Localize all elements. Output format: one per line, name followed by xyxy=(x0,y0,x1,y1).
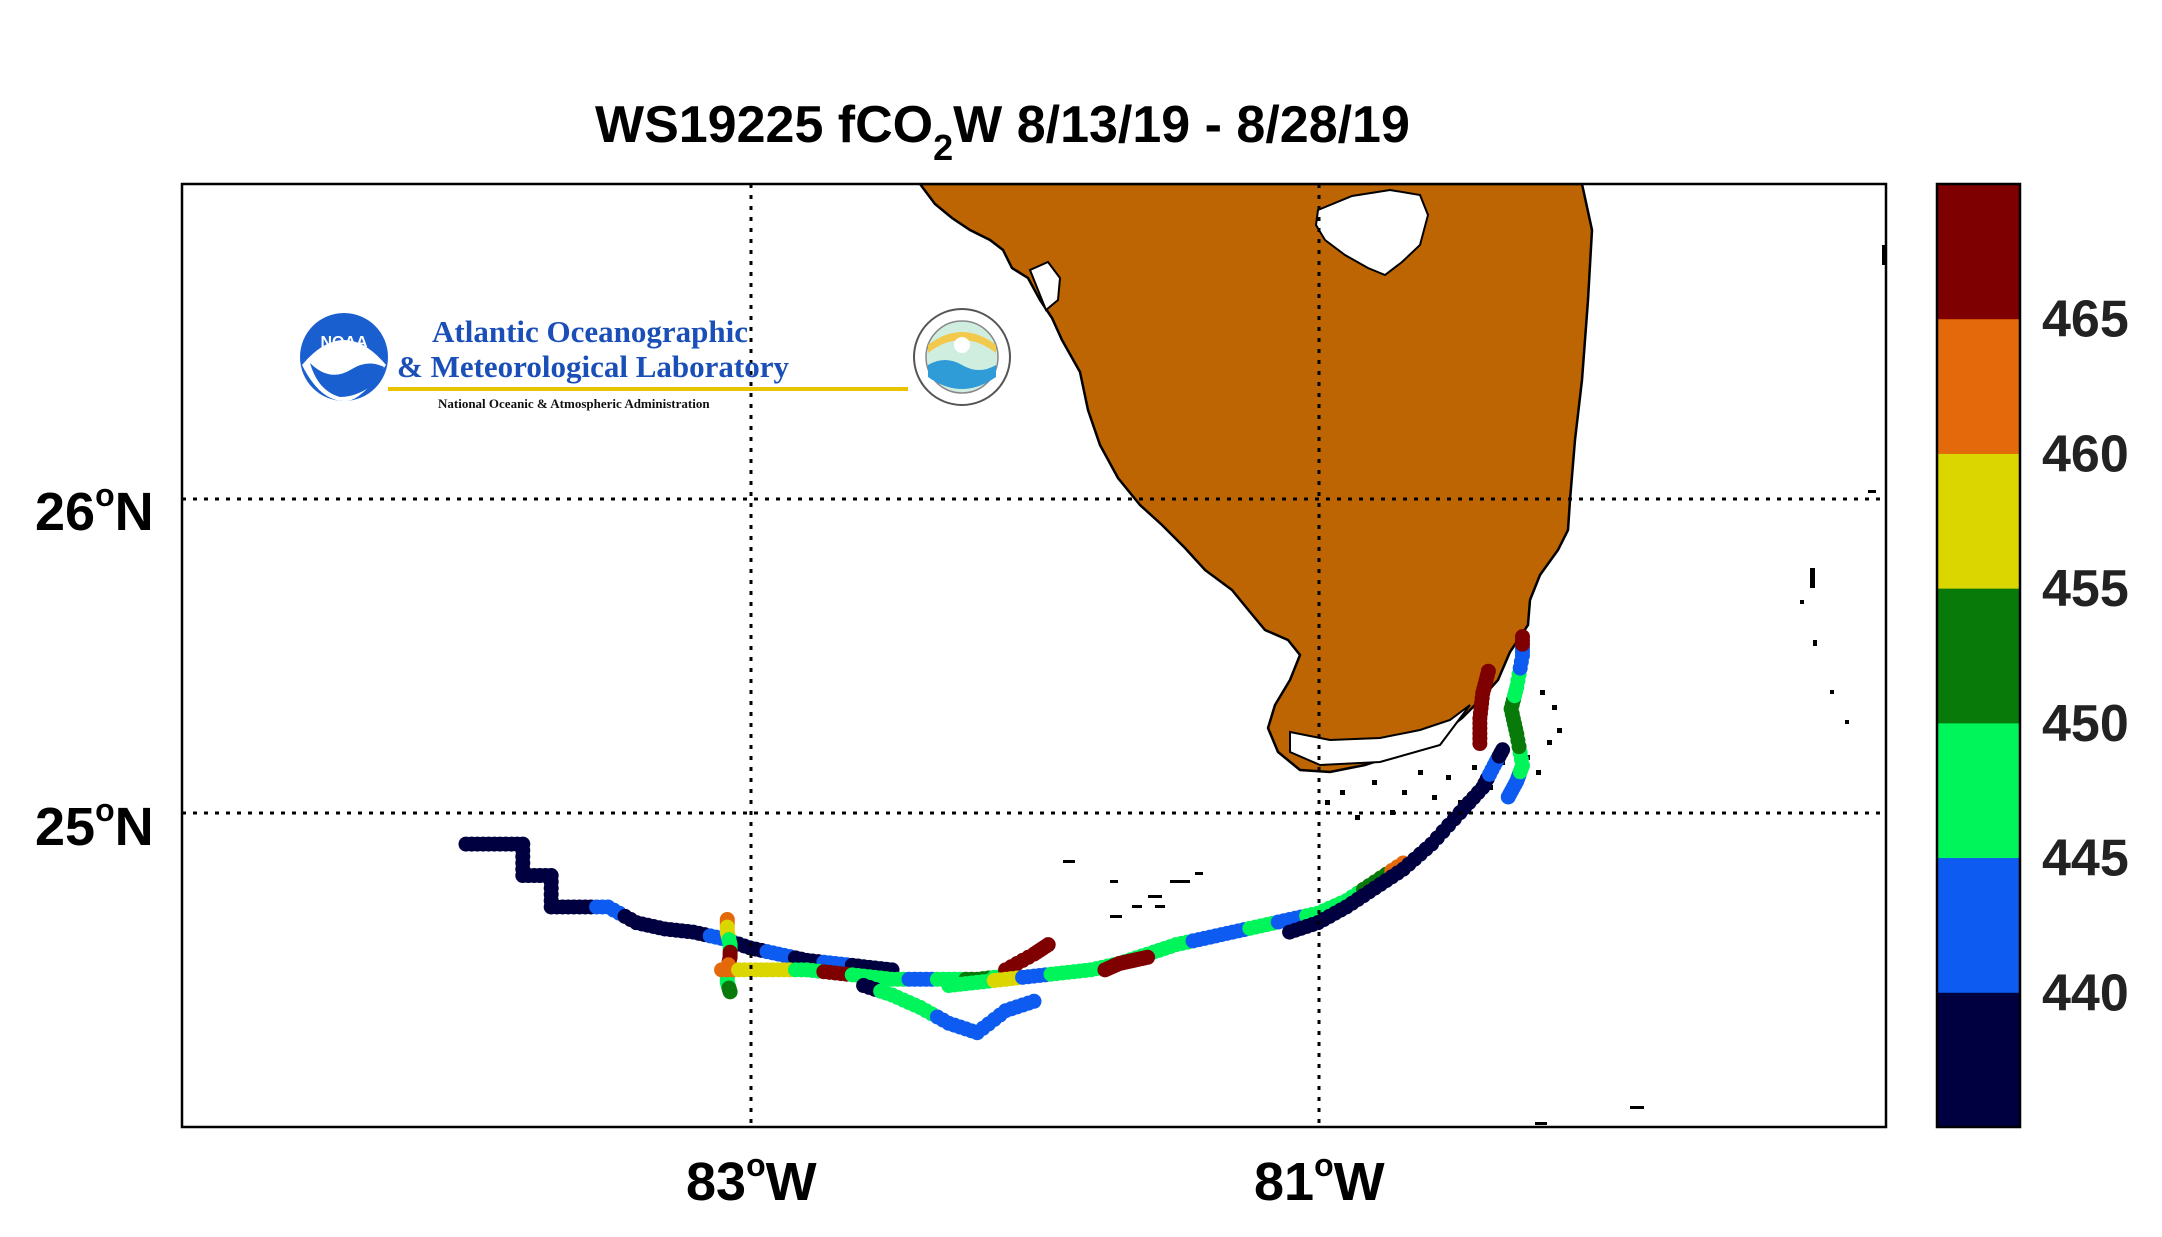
florida-bay xyxy=(1289,704,1471,767)
logo-line-3: National Oceanic & Atmospheric Administr… xyxy=(438,396,710,411)
logo-line-2: & Meteorological Laboratory xyxy=(397,349,789,384)
colorbar-swatch xyxy=(1937,453,2020,589)
charlotte-harbor xyxy=(1028,260,1062,312)
aoml-logo: NOAA Atlantic Oceanographic & Meteorolog… xyxy=(300,308,1011,411)
colorbar: 440 445 450 455 460 465 xyxy=(1935,182,2129,1129)
noaa-badge-text: NOAA xyxy=(320,334,368,351)
lat-label-26n: 26oN xyxy=(35,477,154,542)
track-point xyxy=(1495,742,1511,758)
track-point xyxy=(1514,629,1530,645)
logo-line-1: Atlantic Oceanographic xyxy=(432,314,748,349)
colorbar-swatches xyxy=(1937,184,2020,1128)
florida-mainland xyxy=(918,184,1594,774)
latitude-labels: 26oN 25oN xyxy=(35,477,154,857)
colorbar-frame xyxy=(1935,182,2022,1129)
lat-label-25n: 25oN xyxy=(35,792,154,857)
noaa-emblem-icon: NOAA xyxy=(300,313,388,402)
colorbar-tick-labels: 440 445 450 455 460 465 xyxy=(2042,291,2129,1023)
graticule xyxy=(182,184,1886,1127)
colorbar-tick-label: 455 xyxy=(2042,560,2129,618)
lon-label-83w: 83oW xyxy=(686,1147,817,1212)
map-title-subscript: 2 xyxy=(933,127,953,168)
logo-underline xyxy=(388,387,908,391)
colorbar-tick-label: 450 xyxy=(2042,695,2129,753)
colorbar-swatch xyxy=(1937,857,2020,993)
vessel-track xyxy=(458,629,1530,1041)
track-point xyxy=(722,984,738,1000)
longitude-labels: 83oW 81oW xyxy=(686,1147,1385,1212)
map-area xyxy=(180,182,1888,1129)
map-title: WS19225 fCO2W 8/13/19 - 8/28/19 xyxy=(595,96,1410,168)
colorbar-tick-label: 460 xyxy=(2042,425,2129,483)
colorbar-swatch xyxy=(1937,318,2020,454)
aoml-seal-icon xyxy=(913,308,1011,406)
lon-label-81w: 81oW xyxy=(1254,1147,1385,1212)
colorbar-tick-label: 465 xyxy=(2042,291,2129,349)
track-point xyxy=(1040,937,1056,953)
track-point xyxy=(1140,949,1156,965)
colorbar-swatch xyxy=(1937,722,2020,859)
track-point xyxy=(1026,993,1042,1009)
lake-okeechobee xyxy=(1314,188,1430,277)
colorbar-tick-label: 445 xyxy=(2042,830,2129,888)
colorbar-swatch xyxy=(1937,588,2020,724)
track-point xyxy=(1472,736,1488,752)
map-title-rest: W 8/13/19 - 8/28/19 xyxy=(953,96,1410,154)
map-frame xyxy=(180,182,1888,1129)
colorbar-swatch xyxy=(1937,992,2020,1128)
colorbar-swatch xyxy=(1937,184,2020,320)
map-title-main: WS19225 fCO xyxy=(595,96,933,154)
colorbar-tick-label: 440 xyxy=(2042,964,2129,1022)
